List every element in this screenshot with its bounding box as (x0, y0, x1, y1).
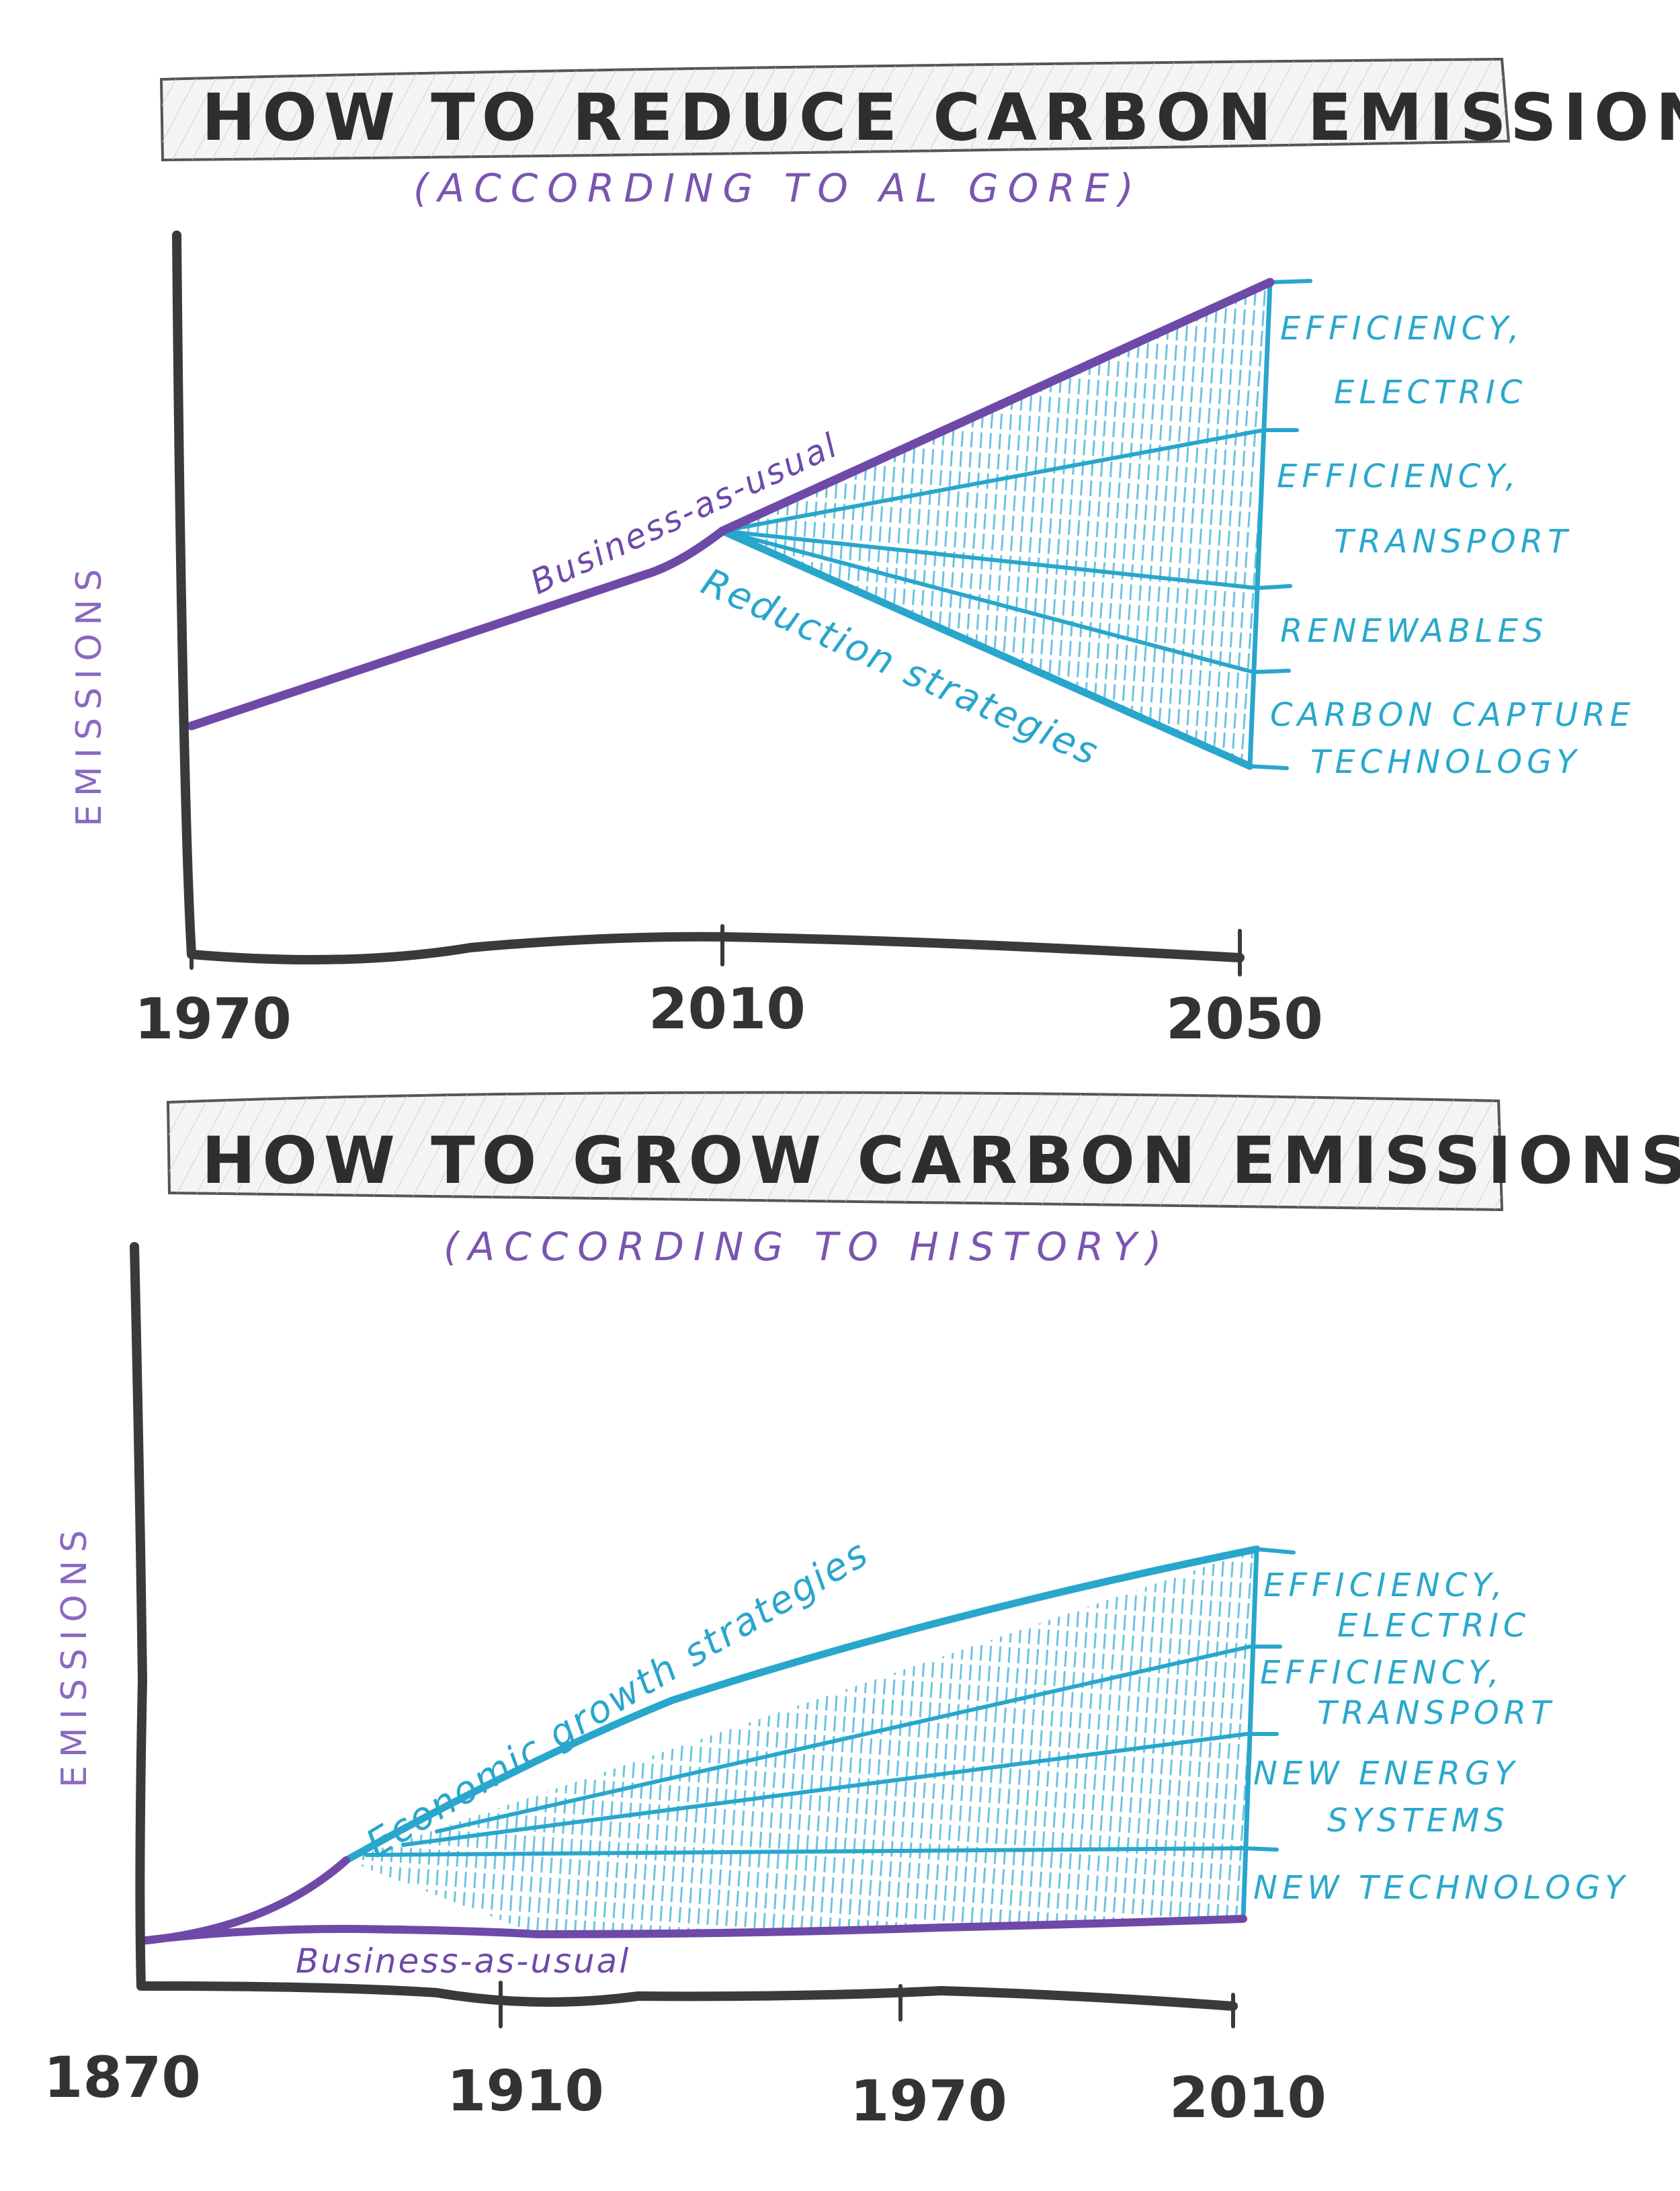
chart-title: HOW TO REDUCE CARBON EMISSIONS (202, 80, 1680, 155)
band-label-new-energy-systems: SYSTEMS (1327, 1802, 1509, 1839)
x-axis-ticks (190, 924, 1242, 977)
band-labels: EFFICIENCY, ELECTRIC EFFICIENCY, TRANSPO… (1253, 1567, 1629, 1907)
y-axis-label: EMISSIONS (69, 561, 110, 827)
band-label-carbon-capture: TECHNOLOGY (1310, 743, 1581, 781)
panel-grow-emissions: HOW TO GROW CARBON EMISSIONS (ACCORDING … (44, 1091, 1680, 2134)
business-as-usual-label: Business-as-usual (296, 1942, 630, 1981)
title-box: HOW TO GROW CARBON EMISSIONS (166, 1091, 1680, 1212)
x-tick-label: 2050 (1166, 986, 1323, 1052)
band-label-new-energy-systems: NEW ENERGY (1253, 1755, 1519, 1792)
x-tick-label: 1870 (44, 2044, 201, 2110)
growth-wedge (346, 1549, 1257, 1934)
x-axis (136, 1981, 1238, 2011)
band-label-renewables: RENEWABLES (1280, 612, 1548, 650)
x-tick-label: 2010 (648, 976, 806, 1042)
y-axis-label: EMISSIONS (54, 1522, 95, 1788)
x-tick-label: 1970 (850, 2068, 1007, 2134)
chart-title: HOW TO GROW CARBON EMISSIONS (202, 1123, 1680, 1198)
business-as-usual-line (187, 278, 1275, 731)
reduction-wedge (722, 282, 1270, 766)
x-axis (187, 932, 1245, 964)
x-axis-ticks (499, 1981, 1235, 2028)
panel-reduce-emissions: HOW TO REDUCE CARBON EMISSIONS (ACCORDIN… (69, 57, 1680, 1052)
band-label-efficiency-electric: ELECTRIC (1337, 1607, 1530, 1645)
chart-subtitle: (ACCORDING TO HISTORY) (444, 1224, 1171, 1270)
y-axis (172, 231, 196, 959)
band-label-efficiency-transport: EFFICIENCY, (1260, 1654, 1504, 1692)
band-label-efficiency-electric: EFFICIENCY, (1263, 1567, 1507, 1604)
band-label-efficiency-electric: ELECTRIC (1334, 374, 1527, 411)
wedge-dividers (342, 1545, 1296, 1921)
band-label-new-technology: NEW TECHNOLOGY (1253, 1869, 1629, 1907)
band-label-efficiency-electric: EFFICIENCY, (1280, 310, 1524, 347)
band-label-efficiency-transport: EFFICIENCY, (1277, 458, 1521, 495)
business-as-usual-line (137, 1856, 1247, 1945)
title-box: HOW TO REDUCE CARBON EMISSIONS (159, 57, 1680, 162)
wedge-dividers (718, 279, 1312, 770)
band-label-carbon-capture: CARBON CAPTURE (1270, 696, 1635, 734)
x-tick-label: 1910 (447, 2058, 604, 2124)
y-axis (130, 1242, 148, 1991)
x-tick-label: 2010 (1169, 2065, 1327, 2131)
x-tick-label: 1970 (134, 986, 292, 1052)
band-labels: EFFICIENCY, ELECTRIC EFFICIENCY, TRANSPO… (1270, 310, 1635, 781)
band-label-efficiency-transport: TRANSPORT (1334, 523, 1572, 561)
band-label-efficiency-transport: TRANSPORT (1317, 1694, 1555, 1732)
chart-subtitle: (ACCORDING TO AL GORE) (413, 165, 1143, 211)
